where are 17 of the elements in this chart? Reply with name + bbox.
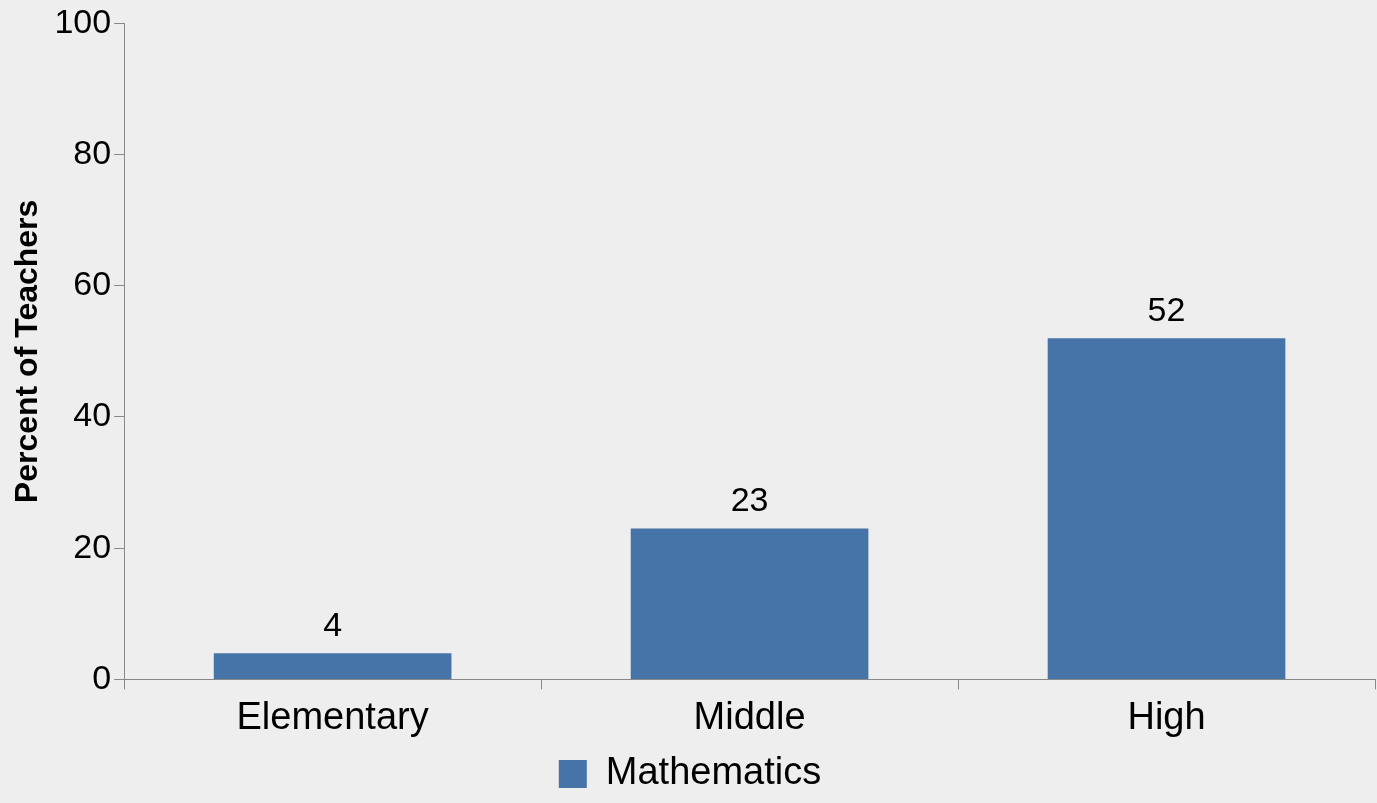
y-tick-label: 100 xyxy=(54,1,112,40)
legend-label: Mathematics xyxy=(605,750,822,793)
y-tick-label: 0 xyxy=(92,657,112,696)
data-label: 52 xyxy=(1147,289,1186,328)
x-tick-label: High xyxy=(1127,694,1206,737)
y-tick-label: 20 xyxy=(73,526,112,565)
y-tick-label: 40 xyxy=(73,395,112,434)
bar xyxy=(213,653,452,679)
y-axis-title: Percent of Teachers xyxy=(8,199,45,504)
bar xyxy=(1047,338,1286,679)
data-label: 23 xyxy=(730,479,769,518)
y-tick-label: 80 xyxy=(73,132,112,171)
x-tick-label: Elementary xyxy=(236,694,429,737)
bar xyxy=(630,528,869,679)
y-tick-label: 60 xyxy=(73,264,112,303)
x-tick-label: Middle xyxy=(693,694,806,737)
data-label: 4 xyxy=(323,604,343,643)
